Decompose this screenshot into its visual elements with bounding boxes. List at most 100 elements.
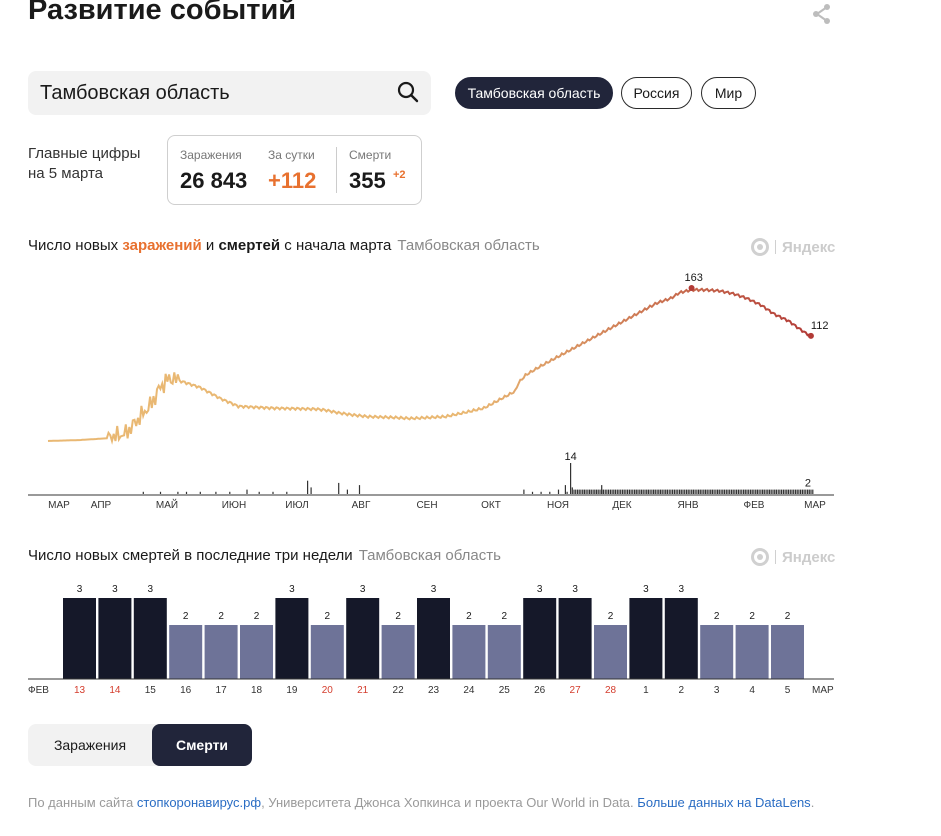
death-bar xyxy=(711,489,713,494)
death-bar xyxy=(786,489,788,494)
death-bar xyxy=(632,489,634,494)
death-bar xyxy=(229,491,231,494)
death-bar xyxy=(781,489,783,494)
death-bar xyxy=(583,489,585,494)
chart2-title-text: Число новых смертей в последние три неде… xyxy=(28,547,353,564)
footer-link-datalens[interactable]: Больше данных на DataLens xyxy=(637,795,811,810)
region-button-tambov[interactable]: Тамбовская область xyxy=(455,77,613,109)
footer-middle: , Университета Джонса Хопкинса и проекта… xyxy=(261,795,634,810)
death-bar xyxy=(199,491,201,494)
stats-box: Заражения 26 843 За сутки +112 Смерти 35… xyxy=(167,135,422,205)
toggle-deaths-button[interactable]: Смерти xyxy=(152,724,252,766)
region-button-russia[interactable]: Россия xyxy=(621,77,692,109)
death-bar xyxy=(177,491,179,494)
death-bar xyxy=(531,491,534,494)
death-bar xyxy=(734,489,736,494)
death-bar xyxy=(159,491,162,494)
death-bar xyxy=(749,489,752,494)
deaths-bar xyxy=(63,598,96,679)
death-bar xyxy=(651,489,653,494)
death-bar xyxy=(803,489,805,494)
deaths-bar xyxy=(487,625,521,679)
chart1-x-tick: НОЯ xyxy=(547,500,569,511)
chart2-axis-left-label: ФЕВ xyxy=(28,685,49,696)
death-bar xyxy=(573,489,575,494)
death-bar xyxy=(675,489,677,494)
death-bar xyxy=(673,489,675,494)
chart2-x-tick: 15 xyxy=(145,685,157,696)
deaths-bar xyxy=(664,598,698,679)
death-bar xyxy=(701,489,703,494)
chart1-x-tick: ДЕК xyxy=(612,500,631,511)
chart2-title: Число новых смертей в последние три неде… xyxy=(28,547,501,564)
death-bar xyxy=(798,489,800,494)
death-bar xyxy=(810,489,812,494)
death-bar xyxy=(762,489,764,494)
death-bar xyxy=(258,491,260,494)
toggle-infections-button[interactable]: Заражения xyxy=(53,737,127,753)
page-title: Развитие событий xyxy=(28,0,297,26)
death-bar xyxy=(692,489,694,494)
death-bar xyxy=(576,489,579,494)
death-bar xyxy=(725,489,727,494)
deaths-bar xyxy=(700,625,734,679)
deaths-bar xyxy=(771,625,804,679)
share-icon[interactable] xyxy=(810,2,834,26)
death-bar xyxy=(587,489,589,494)
death-bar xyxy=(737,489,739,494)
footer-prefix: По данным сайта xyxy=(28,795,137,810)
death-bar xyxy=(640,489,643,494)
death-bar xyxy=(358,485,361,494)
chart2-x-tick: 20 xyxy=(322,685,334,696)
death-bar xyxy=(272,491,274,494)
death-bar xyxy=(800,489,802,494)
death-bar xyxy=(768,489,771,494)
stats-divider xyxy=(336,147,337,193)
death-bar xyxy=(767,489,769,494)
yandex-eye-icon xyxy=(751,548,769,566)
chart2-x-tick: 28 xyxy=(605,685,617,696)
death-bar xyxy=(694,489,696,494)
deaths-bar-label: 3 xyxy=(431,584,437,595)
search-icon[interactable] xyxy=(396,80,420,104)
chart1-title-part2: и xyxy=(201,237,219,254)
chart2-x-tick: 27 xyxy=(570,685,582,696)
death-bar xyxy=(338,482,340,494)
death-bar xyxy=(784,489,786,494)
deaths-bar xyxy=(523,598,557,679)
deaths-bar-label: 3 xyxy=(289,584,295,595)
death-bar xyxy=(215,491,217,494)
deaths-bar-label: 2 xyxy=(502,611,508,622)
death-bar xyxy=(741,489,743,494)
death-bar xyxy=(346,489,348,494)
footer-link-stopcoronavirus[interactable]: стопкоронавирус.рф xyxy=(136,795,262,810)
death-bar xyxy=(646,489,648,494)
death-bar xyxy=(796,489,798,494)
death-bar xyxy=(722,489,724,494)
footer-suffix: . xyxy=(810,795,815,810)
death-bar xyxy=(689,489,691,494)
death-bar xyxy=(310,487,312,494)
death-bar xyxy=(595,489,598,494)
chart1-title-deaths: смертей xyxy=(218,237,281,254)
death-bar xyxy=(656,489,658,494)
infections-annotation: 163 xyxy=(685,272,703,284)
deaths-bar-label: 2 xyxy=(466,611,472,622)
chart2-x-tick: 16 xyxy=(180,685,192,696)
death-bar xyxy=(616,489,618,494)
death-bar xyxy=(620,489,622,494)
chart1-title: Число новых заражений и смертей с начала… xyxy=(28,237,540,254)
death-bar xyxy=(564,485,566,494)
death-bar xyxy=(549,491,551,494)
chart2-x-tick: 22 xyxy=(393,685,405,696)
search-input[interactable] xyxy=(28,71,388,115)
death-bar xyxy=(628,489,630,494)
death-bar xyxy=(730,489,733,494)
death-bar xyxy=(720,489,722,494)
deaths-bar-label: 2 xyxy=(395,611,401,622)
death-bar xyxy=(609,489,611,494)
death-bar xyxy=(755,489,757,494)
deaths-bar xyxy=(594,625,627,679)
region-button-world[interactable]: Мир xyxy=(701,77,756,109)
